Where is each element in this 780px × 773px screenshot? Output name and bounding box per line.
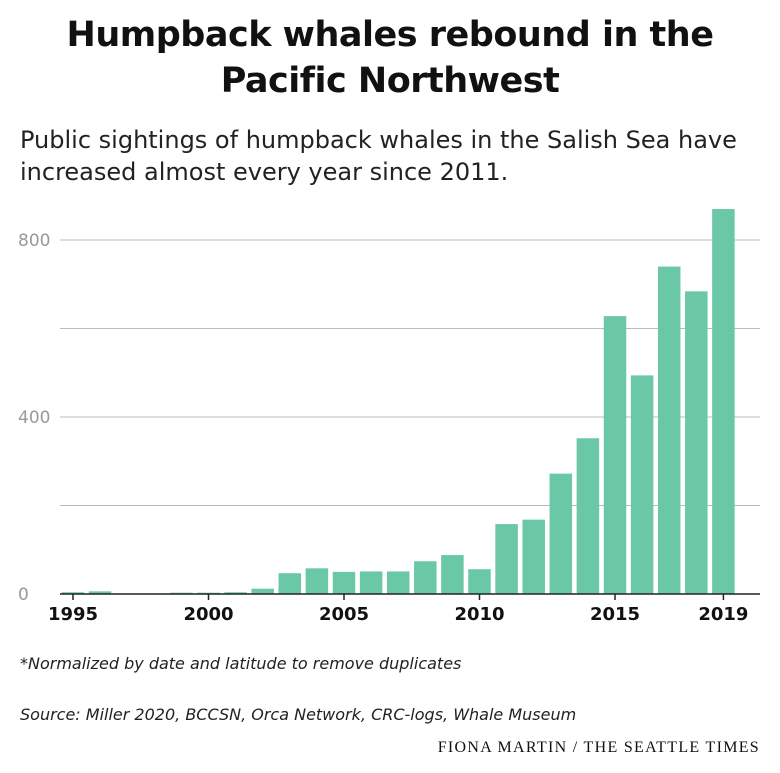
y-tick-label-0: 0	[18, 585, 29, 605]
x-tick-label-1995: 1995	[48, 604, 98, 625]
chart-subtitle: Public sightings of humpback whales in t…	[20, 124, 760, 188]
subtitle-line-2: increased almost every year since 2011.	[20, 158, 509, 186]
bar-1995	[61, 592, 85, 594]
x-tick-label-2010: 2010	[454, 604, 504, 625]
footnote: *Normalized by date and latitude to remo…	[20, 654, 462, 673]
bar-2010	[468, 569, 491, 594]
bar-2015	[603, 316, 627, 594]
bar-2004	[305, 568, 329, 594]
bar-2009	[441, 555, 464, 594]
chart-title: Humpback whales rebound in the Pacific N…	[0, 12, 780, 104]
bar-2013	[549, 473, 573, 594]
bar-2011	[495, 524, 518, 594]
bar-2012	[522, 519, 545, 594]
title-line-1: Humpback whales rebound in the	[66, 15, 714, 55]
bar-2017	[657, 266, 681, 594]
credit-line: FIONA MARTIN / THE SEATTLE TIMES	[437, 739, 760, 756]
bar-1996	[88, 591, 112, 594]
subtitle-line-1: Public sightings of humpback whales in t…	[20, 126, 737, 154]
bar-2001	[224, 592, 247, 594]
y-tick-label-400: 400	[18, 408, 50, 428]
x-tick-label-2019: 2019	[698, 604, 748, 625]
bar-2005	[332, 571, 356, 594]
bar-2003	[278, 573, 302, 594]
bar-2008	[414, 561, 437, 594]
bar-2016	[630, 375, 654, 594]
y-tick-label-800: 800	[18, 231, 50, 251]
title-line-2: Pacific Northwest	[220, 61, 560, 101]
bar-chart: 0 400 800 1995 2000 2005 2010 2015 2019	[18, 209, 760, 625]
source-note: Source: Miller 2020, BCCSN, Orca Network…	[20, 705, 577, 724]
x-tick-label-2005: 2005	[319, 604, 369, 625]
bar-2006	[359, 571, 383, 594]
x-tick-label-2015: 2015	[590, 604, 640, 625]
bar-2018	[685, 291, 708, 594]
x-tick-label-2000: 2000	[183, 604, 233, 625]
bar-2002	[251, 588, 274, 594]
bar-2014	[576, 438, 600, 594]
bar-2019	[712, 209, 735, 594]
bar-2007	[386, 571, 410, 594]
